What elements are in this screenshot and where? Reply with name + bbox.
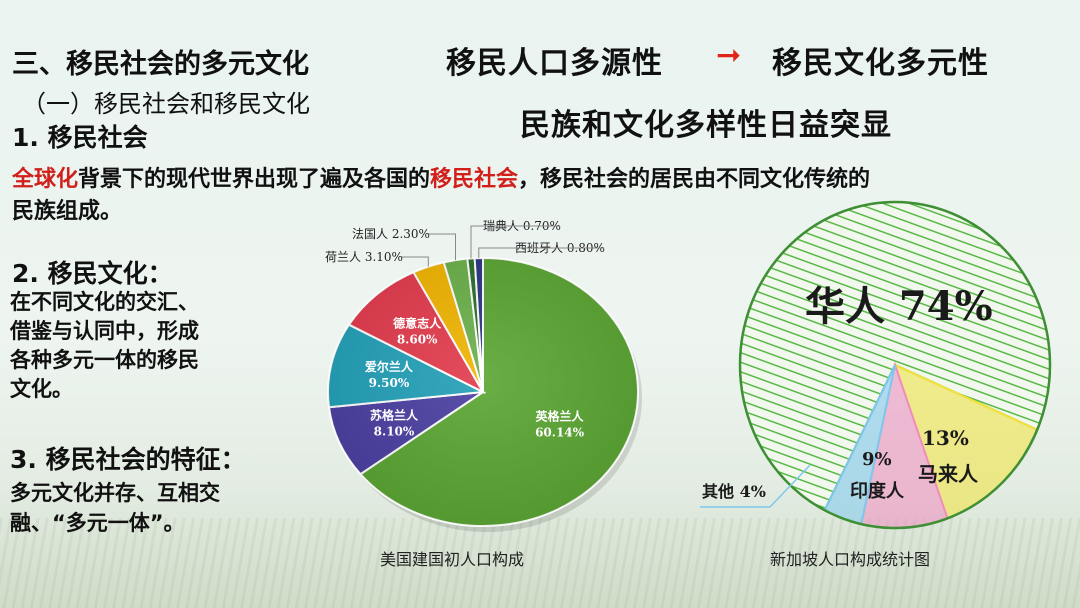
- singapore-value-malay: 13%: [922, 426, 969, 450]
- usa-leader-line: [478, 247, 604, 258]
- usa-slice-value: 8.60%: [397, 332, 438, 346]
- para1-text1: 背景下的现代世界出现了遍及各国的: [78, 167, 431, 192]
- item3-line: 融、“多元一体”。: [10, 511, 185, 535]
- usa-slice-label: 英格兰人: [536, 408, 585, 423]
- arrow-right-icon: ➞: [716, 38, 742, 73]
- usa-leader-line: [402, 256, 429, 267]
- item1-title: 1. 移民社会: [12, 123, 148, 152]
- singapore-value-indian: 9%: [862, 449, 892, 470]
- usa-leader-line: [470, 225, 560, 259]
- item3-text: 多元文化并存、互相交 融、“多元一体”。: [10, 478, 310, 538]
- singapore-leader-line: [700, 464, 811, 508]
- usa-chart-title: 美国建国初人口构成: [380, 550, 525, 569]
- item2-text: 在不同文化的交汇、 借鉴与认同中，形成 各种多元一体的移民 文化。: [10, 288, 300, 404]
- section-title: 三、移民社会的多元文化: [12, 49, 309, 80]
- singapore-label-malay: 马来人: [918, 462, 979, 486]
- paragraph-1: 全球化背景下的现代世界出现了遍及各国的移民社会，移民社会的居民由不同文化传统的 …: [12, 164, 1072, 228]
- usa-slice-value: 9.50%: [369, 376, 410, 390]
- item2-line: 在不同文化的交汇、: [10, 290, 199, 314]
- usa-leader-line: [429, 233, 456, 261]
- usa-pie-shading: [328, 258, 638, 526]
- para1-text3: 民族组成。: [12, 199, 123, 224]
- singapore-label-chinese: 华人 74%: [805, 283, 993, 330]
- singapore-pie-chart: 华人 74% 13% 马来人 9% 印度人 其他 4%: [700, 200, 1052, 530]
- usa-slice-label: 苏格兰人: [370, 407, 419, 422]
- headline-right: 移民文化多元性: [772, 46, 989, 81]
- usa-outside-label: 法国人 2.30%: [352, 227, 430, 241]
- usa-slice-value: 8.10%: [374, 424, 415, 438]
- usa-slice-label: 爱尔兰人: [365, 359, 414, 374]
- singapore-label-other: 其他 4%: [702, 482, 766, 501]
- item2-line: 借鉴与认同中，形成: [10, 319, 199, 343]
- item2-title: 2. 移民文化：: [12, 259, 173, 288]
- usa-slice-value: 60.14%: [535, 425, 585, 439]
- item2-line: 各种多元一体的移民: [10, 348, 199, 372]
- usa-outside-label: 荷兰人 3.10%: [325, 250, 403, 264]
- headline-second: 民族和文化多样性日益突显: [520, 108, 892, 143]
- headline-left: 移民人口多源性: [446, 46, 663, 81]
- item3-title: 3. 移民社会的特征：: [10, 445, 246, 474]
- para1-text2: ，移民社会的居民由不同文化传统的: [518, 167, 871, 192]
- singapore-pie-outline: [738, 200, 1052, 530]
- singapore-label-indian: 印度人: [850, 480, 905, 502]
- item2-line: 文化。: [10, 377, 73, 401]
- singapore-chart-title: 新加坡人口构成统计图: [770, 550, 931, 569]
- item3-line: 多元文化并存、互相交: [10, 481, 220, 505]
- sub-title: （一）移民社会和移民文化: [22, 90, 310, 118]
- usa-slice-label: 德意志人: [393, 315, 442, 330]
- highlight-immigrant-society: 移民社会: [430, 167, 519, 192]
- highlight-globalization: 全球化: [12, 167, 79, 192]
- usa-pie-chart: 英格兰人 60.14% 苏格兰人 8.10% 爱尔兰人 9.50% 德意志人 8.60% 荷兰人…: [325, 219, 642, 532]
